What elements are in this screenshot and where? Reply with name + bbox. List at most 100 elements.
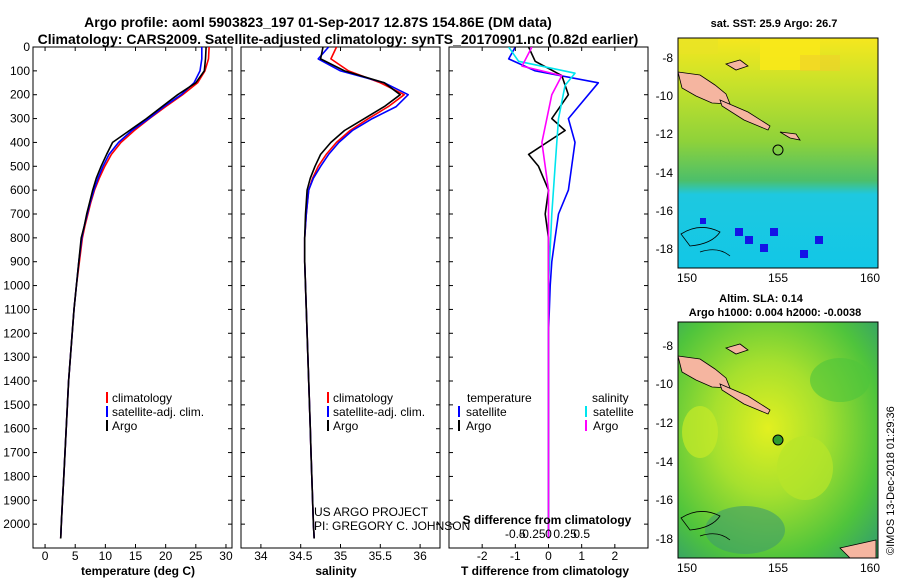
lon-tick: 160 xyxy=(860,561,880,575)
difference-series xyxy=(507,47,600,539)
s-tick-label: -0.25 xyxy=(518,527,546,541)
temperature-legend: climatology satellite-adj. clim. Argo xyxy=(106,391,204,433)
s-difference-axis-label: S difference from climatology xyxy=(463,513,632,527)
depth-tick-label: 1800 xyxy=(3,469,30,483)
x-tick-label: 5 xyxy=(72,549,79,563)
lat-tick: -18 xyxy=(656,242,674,256)
temperature-panel-frame xyxy=(32,46,233,549)
x-tick-label: 1 xyxy=(578,549,585,563)
x-tick-label: 34.5 xyxy=(289,549,313,563)
x-tick-label: 35.5 xyxy=(369,549,393,563)
legend-label-satellite-adj: satellite-adj. clim. xyxy=(333,405,425,419)
x-tick-label: 0 xyxy=(42,549,49,563)
lat-tick: -18 xyxy=(656,532,674,546)
sst-map-frame xyxy=(677,37,879,269)
series-line-s-satellite xyxy=(508,47,576,539)
depth-tick-label: 900 xyxy=(10,255,30,269)
depth-tick-label: 300 xyxy=(10,112,30,126)
x-tick-label: -2 xyxy=(477,549,488,563)
reef-outline xyxy=(699,249,731,257)
x-tick-label: 20 xyxy=(159,549,173,563)
depth-tick-label: 1400 xyxy=(3,374,30,388)
lon-tick: 150 xyxy=(677,271,697,285)
land-mass xyxy=(719,383,771,415)
land-mass xyxy=(779,131,801,141)
lon-tick: 155 xyxy=(768,561,788,575)
legend-label-argo: Argo xyxy=(112,419,138,433)
depth-tick-label: 1200 xyxy=(3,326,30,340)
legend-label-climatology: climatology xyxy=(333,391,393,405)
sla-map-frame xyxy=(677,321,879,559)
project-credit: US ARGO PROJECT xyxy=(314,505,429,519)
lon-tick: 150 xyxy=(677,561,697,575)
depth-tick-label: 1700 xyxy=(3,446,30,460)
s-tick-label: 0.25 xyxy=(553,527,577,541)
sst-pixel xyxy=(735,228,743,236)
lat-tick: -14 xyxy=(656,166,674,180)
sst-pixel xyxy=(745,236,753,244)
legend-swatch-s-satellite xyxy=(585,406,587,417)
s-tick-label: 0 xyxy=(545,527,552,541)
legend-label-argo: Argo xyxy=(333,419,359,433)
sst-pixel xyxy=(800,250,808,258)
sst-pixel xyxy=(700,218,706,224)
x-tick-label: 2 xyxy=(611,549,618,563)
legend-swatch-s-argo xyxy=(585,420,587,431)
legend-swatch-climatology xyxy=(327,392,329,403)
legend-swatch-argo xyxy=(106,420,108,431)
legend-swatch-argo xyxy=(327,420,329,431)
sst-map: -8 -10 -12 -14 -16 -18 150 155 160 xyxy=(656,37,880,285)
lat-tick: -8 xyxy=(662,339,673,353)
x-tick-label: 30 xyxy=(219,549,233,563)
depth-tick-label: 100 xyxy=(10,64,30,78)
land-mass xyxy=(725,343,749,355)
depth-tick-label: 1500 xyxy=(3,398,30,412)
sla-anomaly xyxy=(682,406,718,458)
series-line-argo xyxy=(59,47,207,539)
depth-tick-label: 200 xyxy=(10,88,30,102)
sla-map-subtitle: Argo h1000: 0.004 h2000: -0.0038 xyxy=(689,307,861,319)
figure-title-line1: Argo profile: aoml 5903823_197 01-Sep-20… xyxy=(84,14,552,30)
legend-swatch-satellite-adj xyxy=(327,406,329,417)
warm-patch xyxy=(678,38,718,54)
sla-map-title: Altim. SLA: 0.14 xyxy=(719,293,804,305)
depth-tick-label: 500 xyxy=(10,159,30,173)
salinity-legend: climatology satellite-adj. clim. Argo xyxy=(327,391,425,433)
lat-tick: -12 xyxy=(656,416,674,430)
lon-tick: 160 xyxy=(860,271,880,285)
t-difference-axis-label: T difference from climatology xyxy=(461,564,629,578)
s-tick-label: 0.5 xyxy=(573,527,590,541)
depth-tick-label: 2000 xyxy=(3,517,30,531)
sla-anomaly xyxy=(810,358,870,402)
series-line-climatology xyxy=(59,47,210,539)
legend-swatch-climatology xyxy=(106,392,108,403)
lat-tick: -16 xyxy=(656,493,674,507)
depth-tick-label: 1000 xyxy=(3,279,30,293)
sst-pixel xyxy=(760,244,768,252)
salinity-axis-label: salinity xyxy=(315,564,357,578)
warm-patch xyxy=(800,55,840,71)
x-tick-label: 34 xyxy=(254,549,268,563)
x-tick-label: 36 xyxy=(413,549,427,563)
legend-swatch-t-satellite xyxy=(458,406,460,417)
depth-tick-label: 600 xyxy=(10,183,30,197)
float-position-marker xyxy=(772,434,784,446)
sla-anomaly xyxy=(777,436,833,500)
x-tick-label: 10 xyxy=(99,549,113,563)
figure-title-line2: Climatology: CARS2009. Satellite-adjuste… xyxy=(38,31,639,47)
x-axis-ticks: 0 5 10 15 20 25 30 34 34.5 35 35.5 36 -2 -1 0 1 2 -0.5-0.… xyxy=(42,47,618,563)
depth-tick-label: 800 xyxy=(10,231,30,245)
s-tick-label: -0.5 xyxy=(505,527,526,541)
x-tick-label: 35 xyxy=(334,549,348,563)
land-mass xyxy=(719,99,771,131)
legend-header-salinity: salinity xyxy=(592,391,629,405)
depth-tick-label: 0 xyxy=(23,40,30,54)
pi-credit: PI: GREGORY C. JOHNSON xyxy=(314,519,470,533)
x-tick-label: 15 xyxy=(129,549,143,563)
sst-pixel xyxy=(815,236,823,244)
series-line-climatology xyxy=(303,47,406,539)
difference-legend: temperature salinity satellite Argo sate… xyxy=(458,391,634,433)
x-tick-label: 0 xyxy=(545,549,552,563)
sla-map: -8 -10 -12 -14 -16 -18 150 155 160 xyxy=(656,321,880,575)
